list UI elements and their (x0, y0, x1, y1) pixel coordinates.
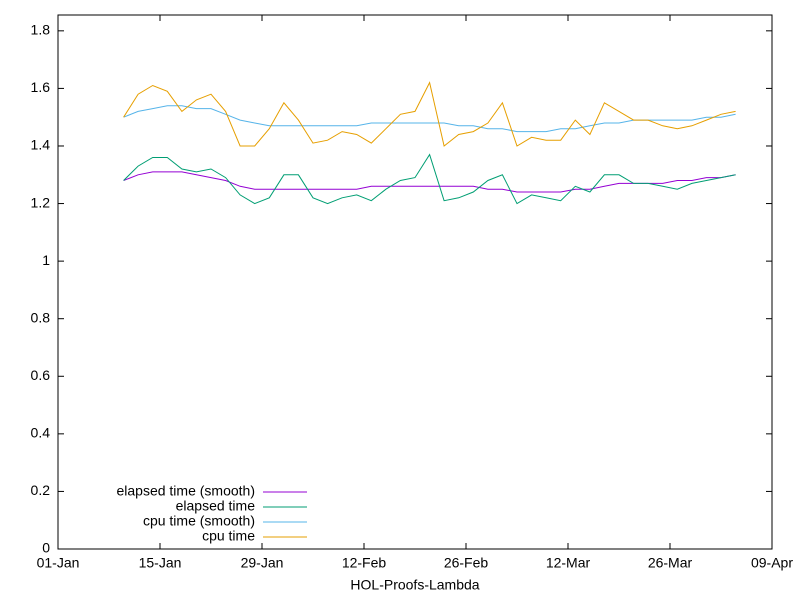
y-tick-label: 0.6 (31, 367, 51, 383)
y-tick-label: 0.2 (31, 482, 51, 498)
y-tick-label: 1.6 (31, 79, 51, 95)
x-tick-label: 26-Feb (444, 555, 489, 571)
x-tick-label: 12-Mar (546, 555, 591, 571)
x-tick-label: 26-Mar (648, 555, 693, 571)
x-tick-label: 09-Apr (751, 555, 793, 571)
x-tick-label: 01-Jan (37, 555, 80, 571)
series-line (123, 171, 736, 193)
x-axis-label: HOL-Proofs-Lambda (350, 577, 479, 593)
series-line (123, 81, 736, 147)
y-tick-label: 1.4 (31, 137, 51, 153)
x-tick-label: 29-Jan (241, 555, 284, 571)
x-tick-label: 12-Feb (342, 555, 387, 571)
x-tick-label: 15-Jan (139, 555, 182, 571)
y-tick-label: 0.4 (31, 425, 51, 441)
series-line (123, 105, 736, 133)
series-line (123, 153, 736, 205)
y-tick-label: 0 (42, 540, 50, 556)
legend-label: cpu time (202, 528, 255, 544)
legend-label: elapsed time (176, 498, 256, 514)
y-tick-label: 1 (42, 252, 50, 268)
y-tick-label: 1.8 (31, 22, 51, 38)
plot-frame (57, 14, 773, 550)
legend-label: elapsed time (smooth) (116, 483, 255, 499)
legend-label: cpu time (smooth) (143, 513, 255, 529)
y-tick-label: 0.8 (31, 309, 51, 325)
y-tick-label: 1.2 (31, 194, 51, 210)
